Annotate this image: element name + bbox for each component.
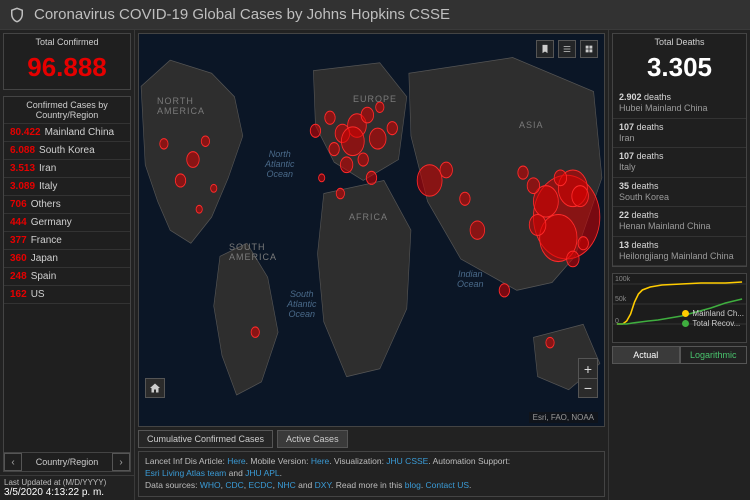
next-page-button[interactable]: ›: [112, 453, 130, 471]
link-jhu-csse[interactable]: JHU CSSE: [386, 456, 428, 466]
cases-panel-head: Confirmed Cases by Country/Region: [4, 97, 130, 124]
map-attribution: Esri, FAO, NOAA: [529, 412, 598, 423]
table-row[interactable]: 22 deathsHenan Mainland China: [613, 207, 746, 237]
zoom-in-button[interactable]: +: [578, 358, 598, 378]
table-row[interactable]: 360Japan: [4, 250, 130, 268]
label-africa: AFRICA: [349, 212, 388, 222]
label-north-atlantic: NorthAtlanticOcean: [265, 150, 295, 180]
link-lancet[interactable]: Here: [227, 456, 245, 466]
total-deaths-value: 3.305: [613, 50, 746, 89]
table-row[interactable]: 444Germany: [4, 214, 130, 232]
link-blog[interactable]: blog: [405, 480, 421, 490]
header-bar: Coronavirus COVID-19 Global Cases by Joh…: [0, 0, 750, 30]
link-jhuapl[interactable]: JHU APL: [245, 468, 280, 478]
tab-actual[interactable]: Actual: [612, 346, 680, 364]
cases-by-region-panel: Confirmed Cases by Country/Region 80.422…: [3, 96, 131, 472]
label-asia: ASIA: [519, 120, 544, 130]
basemap-icon[interactable]: [580, 40, 598, 58]
label-north-america: NORTHAMERICA: [157, 96, 205, 116]
table-row[interactable]: 6.088South Korea: [4, 142, 130, 160]
link-dxy[interactable]: DXY: [315, 480, 331, 490]
world-map[interactable]: NORTHAMERICA SOUTHAMERICA EUROPE AFRICA …: [138, 33, 605, 427]
table-row[interactable]: 80.422Mainland China: [4, 124, 130, 142]
link-mobile[interactable]: Here: [311, 456, 329, 466]
page-title: Coronavirus COVID-19 Global Cases by Joh…: [34, 6, 450, 23]
table-row[interactable]: 3.513Iran: [4, 160, 130, 178]
table-row[interactable]: 13 deathsHeilongjiang Mainland China: [613, 237, 746, 267]
table-row[interactable]: 248Spain: [4, 268, 130, 286]
table-row[interactable]: 107 deathsIran: [613, 119, 746, 149]
link-who[interactable]: WHO: [200, 480, 221, 490]
table-row[interactable]: 377France: [4, 232, 130, 250]
timeseries-chart[interactable]: 100k 50k 0 Mainland Ch... Total Recov...: [612, 273, 747, 343]
label-south-atlantic: SouthAtlanticOcean: [287, 290, 317, 320]
link-ecdc[interactable]: ECDC: [248, 480, 272, 490]
prev-page-button[interactable]: ‹: [4, 453, 22, 471]
table-row[interactable]: 107 deathsItaly: [613, 148, 746, 178]
total-confirmed-panel: Total Confirmed 96.888: [3, 33, 131, 90]
table-row[interactable]: 3.089Italy: [4, 178, 130, 196]
link-nhc[interactable]: NHC: [277, 480, 295, 490]
tab-active[interactable]: Active Cases: [277, 430, 348, 448]
table-row[interactable]: 2.902 deathsHubei Mainland China: [613, 89, 746, 119]
link-cdc[interactable]: CDC: [225, 480, 243, 490]
link-contact[interactable]: Contact US: [426, 480, 469, 490]
map-svg: [139, 34, 604, 426]
table-row[interactable]: 162US: [4, 286, 130, 304]
chart-legend: Mainland Ch... Total Recov...: [682, 308, 744, 328]
list-icon[interactable]: [558, 40, 576, 58]
shield-icon: [8, 6, 26, 24]
deaths-list[interactable]: 2.902 deathsHubei Mainland China107 deat…: [613, 89, 746, 266]
paging-label: Country/Region: [22, 457, 112, 467]
total-deaths-panel: Total Deaths 3.305 2.902 deathsHubei Mai…: [612, 33, 747, 267]
tab-cumulative[interactable]: Cumulative Confirmed Cases: [138, 430, 273, 448]
credits-panel: Lancet Inf Dis Article: Here. Mobile Ver…: [138, 451, 605, 497]
label-indian-ocean: IndianOcean: [457, 270, 484, 290]
total-confirmed-label: Total Confirmed: [4, 34, 130, 50]
table-row[interactable]: 706Others: [4, 196, 130, 214]
bookmark-icon[interactable]: [536, 40, 554, 58]
total-deaths-label: Total Deaths: [613, 34, 746, 50]
link-esri[interactable]: Esri Living Atlas team: [145, 468, 226, 478]
label-south-america: SOUTHAMERICA: [229, 242, 277, 262]
home-button[interactable]: [145, 378, 165, 398]
tab-logarithmic[interactable]: Logarithmic: [680, 346, 748, 364]
cases-list[interactable]: 80.422Mainland China6.088South Korea3.51…: [4, 124, 130, 452]
zoom-out-button[interactable]: −: [578, 378, 598, 398]
total-confirmed-value: 96.888: [4, 50, 130, 89]
table-row[interactable]: 35 deathsSouth Korea: [613, 178, 746, 208]
timestamp: Last Updated at (M/D/YYYY) 3/5/2020 4:13…: [0, 475, 134, 500]
label-europe: EUROPE: [353, 94, 397, 104]
